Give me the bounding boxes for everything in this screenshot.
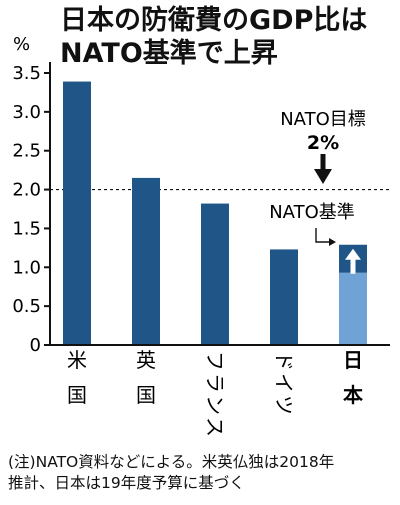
nato-target-value: 2%	[307, 132, 339, 154]
category-char: ラ	[203, 373, 227, 393]
category-label-3: ドイツ	[272, 351, 296, 415]
elbow-arrow-icon	[329, 238, 336, 246]
y-tick-label: 2.0	[12, 180, 41, 201]
category-char: ス	[203, 417, 227, 437]
chart-title: 日本の防衛費のGDP比は NATO基準で上昇	[60, 4, 390, 70]
up-arrow-shaft	[350, 257, 356, 274]
elbow-connector	[315, 228, 330, 243]
y-tick-label: 1.0	[12, 257, 41, 278]
category-char: 英	[136, 348, 156, 372]
y-tick-label: 2.5	[12, 141, 41, 162]
nato-standard-label: NATO基準	[269, 202, 355, 223]
category-char: イ	[272, 373, 296, 393]
category-char: ツ	[272, 395, 296, 415]
footnote-line-1: (注)NATO資料などによる。米英仏独は2018年	[8, 453, 335, 471]
category-char: ン	[203, 395, 227, 415]
chart-title-line-2: NATO基準で上昇	[60, 38, 278, 69]
category-label-4: 日本	[343, 348, 363, 407]
category-char: フ	[203, 351, 227, 371]
bar-0	[63, 81, 91, 345]
category-char: 国	[136, 383, 156, 407]
bar-1	[132, 177, 160, 345]
bar-japan-base	[339, 272, 367, 345]
up-arrow-icon	[345, 248, 361, 260]
category-label-1: 英国	[136, 348, 156, 407]
category-char: 国	[67, 383, 87, 407]
footnote: (注)NATO資料などによる。米英仏独は2018年 推計、日本は19年度予算に基…	[8, 452, 396, 494]
bar-2	[201, 203, 229, 345]
chart-title-line-1: 日本の防衛費のGDP比は	[60, 5, 368, 36]
category-label-0: 米国	[67, 348, 87, 407]
y-tick-label: 3.5	[12, 63, 41, 84]
y-tick-label: 3.0	[12, 102, 41, 123]
down-arrow-shaft	[320, 154, 326, 171]
y-axis-unit-label: %	[13, 34, 30, 55]
y-tick-label: 1.5	[12, 218, 41, 239]
category-char: 本	[343, 383, 363, 407]
footnote-line-2: 推計、日本は19年度予算に基づく	[8, 474, 245, 492]
down-arrow-icon	[314, 169, 332, 184]
y-tick-label: 0	[30, 335, 41, 356]
nato-target-label: NATO目標	[280, 109, 366, 130]
bar-3	[270, 249, 298, 345]
category-char: 日	[343, 348, 363, 372]
y-tick-label: 0.5	[12, 296, 41, 317]
category-char: 米	[67, 348, 87, 372]
category-char: ド	[272, 351, 296, 371]
